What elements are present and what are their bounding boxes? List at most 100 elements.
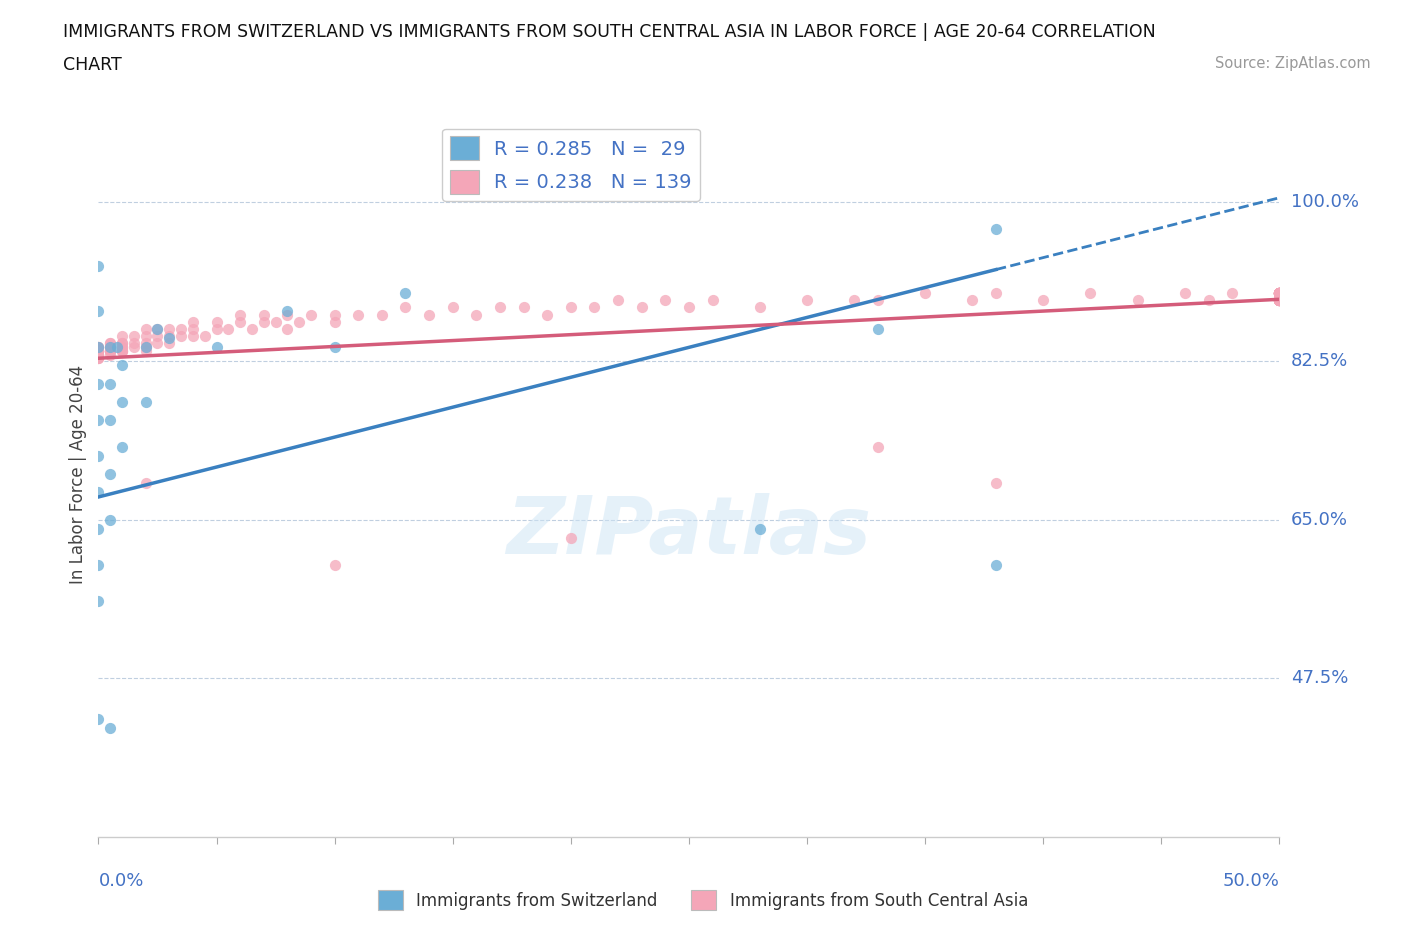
Point xyxy=(984,476,1007,491)
Point xyxy=(111,340,134,355)
Point xyxy=(87,351,110,365)
Point xyxy=(157,336,180,351)
Point xyxy=(111,343,134,358)
Point xyxy=(217,322,239,337)
Text: Source: ZipAtlas.com: Source: ZipAtlas.com xyxy=(1215,56,1371,71)
Point xyxy=(394,300,416,315)
Point xyxy=(87,343,110,358)
Point xyxy=(1268,286,1291,300)
Point xyxy=(1268,293,1291,308)
Text: IMMIGRANTS FROM SWITZERLAND VS IMMIGRANTS FROM SOUTH CENTRAL ASIA IN LABOR FORCE: IMMIGRANTS FROM SWITZERLAND VS IMMIGRANT… xyxy=(63,23,1156,41)
Point xyxy=(1268,293,1291,308)
Point xyxy=(1268,293,1291,308)
Point xyxy=(87,449,110,464)
Point xyxy=(323,558,346,573)
Text: 50.0%: 50.0% xyxy=(1223,871,1279,890)
Point xyxy=(181,314,204,329)
Point xyxy=(105,340,128,355)
Point xyxy=(1268,286,1291,300)
Point xyxy=(135,329,157,344)
Point xyxy=(276,322,298,337)
Point xyxy=(1268,286,1291,300)
Point xyxy=(111,340,134,355)
Point xyxy=(87,558,110,573)
Point xyxy=(146,329,169,344)
Point xyxy=(87,347,110,362)
Text: ZIPatlas: ZIPatlas xyxy=(506,493,872,571)
Point xyxy=(87,340,110,355)
Point xyxy=(122,329,145,344)
Point xyxy=(1268,286,1291,300)
Point xyxy=(866,293,889,308)
Point xyxy=(98,340,121,355)
Point xyxy=(111,394,134,409)
Point xyxy=(170,329,193,344)
Point xyxy=(441,300,464,315)
Point xyxy=(748,521,770,536)
Point xyxy=(1268,286,1291,300)
Point xyxy=(323,340,346,355)
Point xyxy=(135,336,157,351)
Point xyxy=(1268,286,1291,300)
Point xyxy=(1268,293,1291,308)
Point xyxy=(98,413,121,428)
Point xyxy=(1268,286,1291,300)
Point xyxy=(87,347,110,362)
Point xyxy=(1268,293,1291,308)
Point xyxy=(299,307,322,322)
Point xyxy=(1268,293,1291,308)
Point xyxy=(1268,286,1291,300)
Point xyxy=(1268,293,1291,308)
Point xyxy=(87,351,110,365)
Point xyxy=(276,307,298,322)
Point xyxy=(87,347,110,362)
Point xyxy=(796,293,818,308)
Point xyxy=(146,336,169,351)
Point xyxy=(288,314,311,329)
Point xyxy=(87,340,110,355)
Point xyxy=(98,336,121,351)
Point xyxy=(276,304,298,319)
Point xyxy=(253,314,276,329)
Point xyxy=(1268,286,1291,300)
Text: 65.0%: 65.0% xyxy=(1291,511,1347,528)
Point xyxy=(264,314,287,329)
Point xyxy=(1268,286,1291,300)
Point xyxy=(914,286,936,300)
Point xyxy=(111,336,134,351)
Point xyxy=(87,343,110,358)
Point xyxy=(157,331,180,346)
Point xyxy=(181,322,204,337)
Point xyxy=(1268,286,1291,300)
Point xyxy=(111,440,134,455)
Point xyxy=(87,594,110,609)
Point xyxy=(323,307,346,322)
Point xyxy=(984,558,1007,573)
Point xyxy=(1268,286,1291,300)
Point xyxy=(157,329,180,344)
Point xyxy=(98,336,121,351)
Text: 82.5%: 82.5% xyxy=(1291,352,1348,370)
Point xyxy=(678,300,700,315)
Point xyxy=(1268,286,1291,300)
Point xyxy=(1268,286,1291,300)
Point xyxy=(489,300,512,315)
Point xyxy=(253,307,276,322)
Point xyxy=(748,300,770,315)
Point xyxy=(87,340,110,355)
Point xyxy=(1080,286,1102,300)
Point xyxy=(98,340,121,355)
Point xyxy=(98,343,121,358)
Point xyxy=(98,343,121,358)
Point xyxy=(111,343,134,358)
Point xyxy=(98,347,121,362)
Text: 0.0%: 0.0% xyxy=(98,871,143,890)
Point xyxy=(607,293,630,308)
Point xyxy=(181,329,204,344)
Point xyxy=(654,293,676,308)
Point xyxy=(1268,286,1291,300)
Point xyxy=(1268,286,1291,300)
Point xyxy=(87,377,110,392)
Point xyxy=(87,343,110,358)
Point xyxy=(1268,286,1291,300)
